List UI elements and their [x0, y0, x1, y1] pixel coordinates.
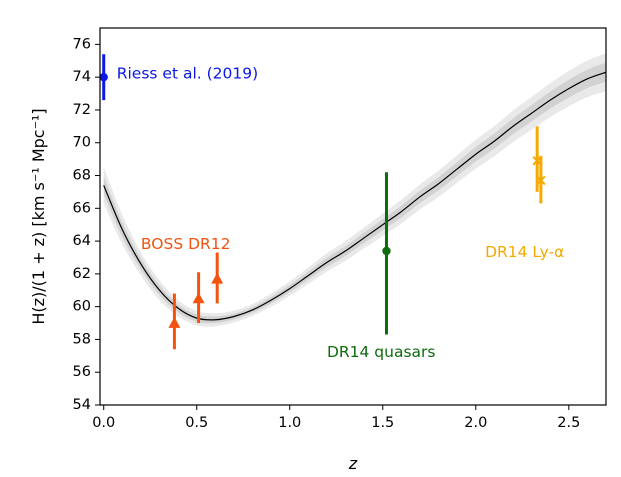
model-band-1 — [103, 53, 607, 327]
model-band-group — [103, 53, 607, 327]
annotation-riess-et-al-2019: Riess et al. (2019) — [117, 64, 258, 82]
boss-dr12-point-2 — [192, 292, 205, 304]
dr14-ly-x-stroke-b — [536, 175, 546, 186]
x-tick-label: 2.5 — [557, 415, 580, 431]
x-tick-label: 0.0 — [92, 415, 115, 431]
x-axis-label: z — [348, 454, 358, 473]
riess-et-al-2019-point-1 — [99, 72, 108, 82]
y-tick-label: 60 — [73, 299, 91, 315]
x-tick-label: 2.0 — [464, 415, 487, 431]
dr14-quasars-point-1 — [382, 246, 391, 256]
y-tick-label: 76 — [73, 36, 91, 52]
y-tick-label: 68 — [73, 168, 91, 184]
annotation-dr14-ly: DR14 Ly-α — [485, 243, 564, 261]
y-tick-label: 58 — [73, 331, 91, 347]
y-tick-label: 54 — [73, 397, 91, 413]
model-curve-group — [103, 71, 607, 321]
annotation-boss-dr12: BOSS DR12 — [141, 235, 231, 253]
x-tick-label: 1.0 — [278, 415, 301, 431]
dr14-ly-point-2 — [536, 175, 546, 186]
y-tick-label: 64 — [73, 233, 91, 249]
x-tick-label: 0.5 — [185, 415, 208, 431]
y-axis-label: H(z)/(1 + z) [km s⁻¹ Mpc⁻¹] — [29, 108, 48, 324]
model-curve-line — [103, 71, 607, 321]
plot-frame — [99, 27, 607, 406]
boss-dr12-point-1 — [168, 317, 181, 328]
data-series-group — [99, 54, 546, 350]
y-tick-label: 62 — [73, 266, 91, 282]
axes-group: 0.0 0.5 1.0 1.5 2.0 2.5 54 56 58 60 62 64 66 68 70 72 74… — [73, 36, 581, 431]
x-tick-label: 1.5 — [371, 415, 394, 431]
annotation-dr14-quasars: DR14 quasars — [327, 343, 436, 361]
y-tick-label: 72 — [73, 102, 91, 118]
annotation-group: Riess et al. (2019) BOSS DR12 DR14 quasars… — [117, 64, 565, 361]
boss-dr12-point-3 — [211, 272, 224, 284]
y-tick-label: 74 — [73, 69, 91, 85]
y-tick-label: 66 — [73, 200, 91, 216]
y-tick-label: 56 — [73, 364, 91, 380]
y-tick-label: 70 — [73, 135, 91, 151]
model-band-2 — [103, 62, 607, 324]
